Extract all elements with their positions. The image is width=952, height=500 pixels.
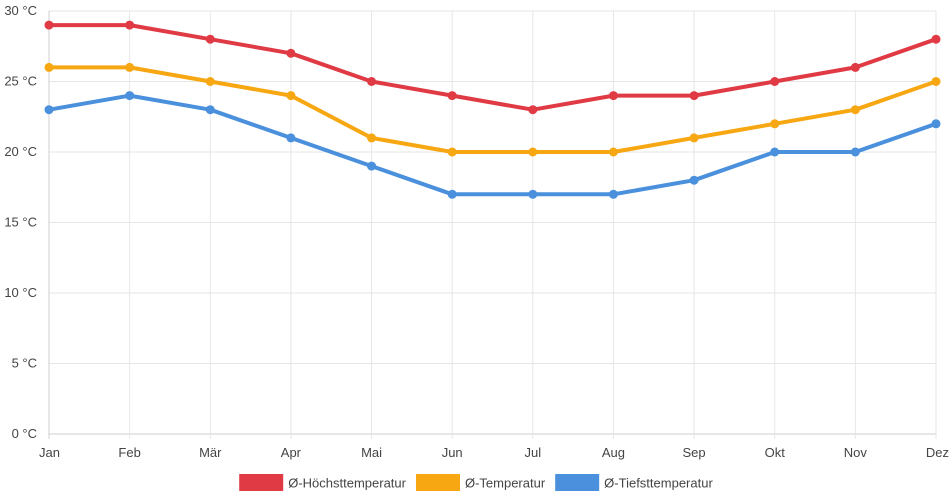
- legend-item[interactable]: Ø-Tiefsttemperatur: [555, 474, 713, 491]
- data-point[interactable]: [125, 20, 135, 30]
- data-point[interactable]: [689, 133, 699, 143]
- x-tick-label: Apr: [281, 445, 302, 460]
- data-point[interactable]: [44, 105, 54, 115]
- data-point[interactable]: [770, 119, 780, 129]
- data-point[interactable]: [608, 147, 618, 157]
- legend-label: Ø-Temperatur: [465, 476, 546, 491]
- data-point[interactable]: [689, 91, 699, 101]
- data-point[interactable]: [770, 77, 780, 86]
- series-lines: [44, 20, 941, 199]
- data-point[interactable]: [447, 189, 457, 199]
- data-point[interactable]: [931, 34, 941, 44]
- y-tick-label: 5 °C: [12, 356, 37, 371]
- data-point[interactable]: [931, 77, 941, 86]
- series-line: [47, 93, 938, 197]
- data-point[interactable]: [205, 34, 215, 44]
- y-tick-label: 15 °C: [4, 215, 37, 230]
- x-axis-ticks: Jan Feb Mär Apr Mai Jun Jul Aug Sep Okt Nov Dez: [39, 445, 949, 460]
- y-tick-label: 30 °C: [4, 3, 37, 18]
- data-point[interactable]: [528, 147, 538, 157]
- series-0: [44, 20, 941, 115]
- x-tick-label: Nov: [844, 445, 868, 460]
- x-tick-label: Mai: [361, 445, 382, 460]
- x-tick-label: Jun: [442, 445, 463, 460]
- data-point[interactable]: [367, 77, 377, 86]
- x-tick-label: Jan: [39, 445, 60, 460]
- data-point[interactable]: [770, 147, 780, 157]
- series-1: [44, 62, 941, 157]
- x-tick-label: Feb: [118, 445, 140, 460]
- data-point[interactable]: [528, 105, 538, 115]
- legend-item[interactable]: Ø-Höchsttemperatur: [239, 474, 407, 491]
- data-point[interactable]: [447, 147, 457, 157]
- data-point[interactable]: [528, 189, 538, 199]
- legend-label: Ø-Höchsttemperatur: [288, 476, 406, 491]
- x-tick-label: Jul: [525, 445, 542, 460]
- data-point[interactable]: [850, 105, 860, 115]
- x-tick-label: Dez: [926, 445, 949, 460]
- data-point[interactable]: [125, 91, 135, 101]
- data-point[interactable]: [286, 48, 296, 58]
- data-point[interactable]: [205, 105, 215, 115]
- data-point[interactable]: [608, 91, 618, 101]
- series-line: [47, 65, 938, 154]
- data-point[interactable]: [44, 20, 54, 30]
- x-tick-label: Aug: [602, 445, 625, 460]
- data-point[interactable]: [931, 119, 941, 129]
- data-point[interactable]: [689, 175, 699, 185]
- legend-item[interactable]: Ø-Temperatur: [415, 474, 546, 491]
- y-tick-label: 0 °C: [12, 426, 37, 441]
- data-point[interactable]: [447, 91, 457, 101]
- x-tick-label: Okt: [765, 445, 786, 460]
- data-point[interactable]: [367, 161, 377, 171]
- series-2: [44, 91, 941, 199]
- data-point[interactable]: [367, 133, 377, 143]
- x-tick-label: Sep: [683, 445, 706, 460]
- data-point[interactable]: [44, 62, 54, 72]
- data-point[interactable]: [850, 62, 860, 72]
- legend-swatch: [415, 474, 460, 491]
- data-point[interactable]: [608, 189, 618, 199]
- legend: Ø-Höchsttemperatur Ø-Temperatur Ø-Tiefstte…: [239, 474, 713, 491]
- y-tick-label: 10 °C: [4, 285, 37, 300]
- y-tick-label: 20 °C: [4, 144, 37, 159]
- y-tick-label: 25 °C: [4, 74, 37, 89]
- legend-swatch: [555, 474, 600, 491]
- y-axis-ticks: 0 °C 5 °C 10 °C 15 °C 20 °C 25 °C 30 °C: [4, 3, 37, 441]
- data-point[interactable]: [850, 147, 860, 157]
- data-point[interactable]: [286, 133, 296, 143]
- legend-label: Ø-Tiefsttemperatur: [604, 476, 713, 491]
- data-point[interactable]: [205, 77, 215, 86]
- legend-swatch: [239, 474, 284, 491]
- data-point[interactable]: [286, 91, 296, 101]
- x-tick-label: Mär: [199, 445, 222, 460]
- series-line: [47, 23, 938, 112]
- data-point[interactable]: [125, 62, 135, 72]
